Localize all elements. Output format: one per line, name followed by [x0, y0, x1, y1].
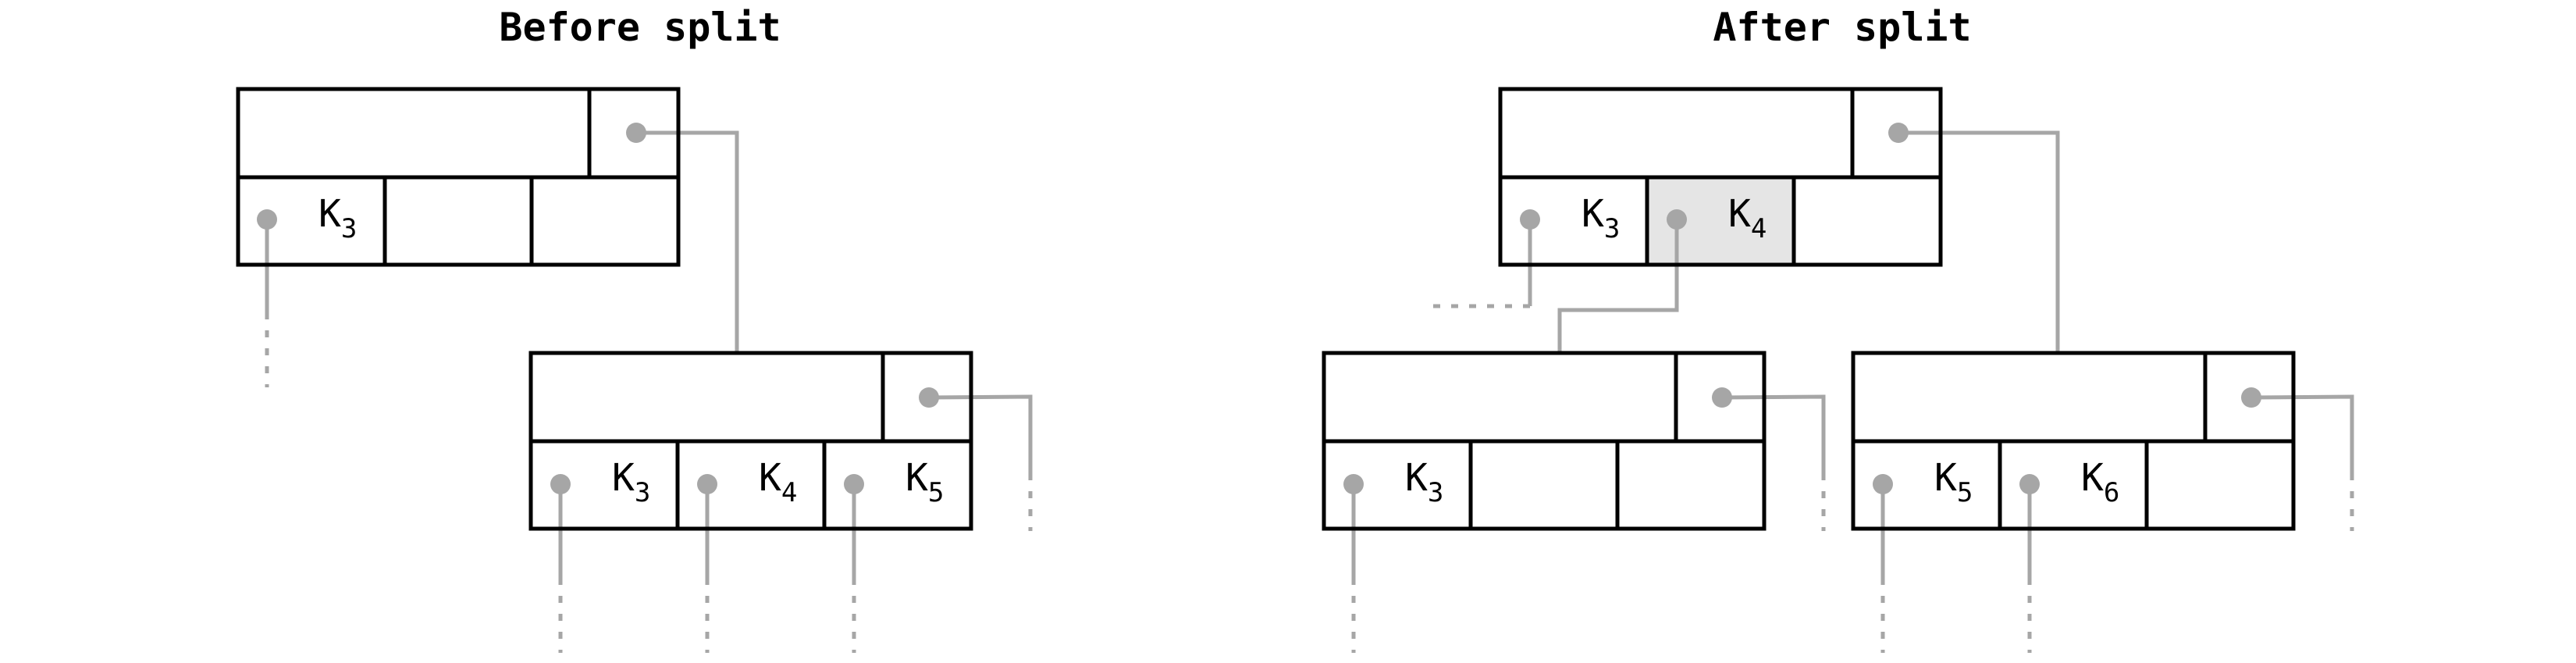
- pointer-dot: [844, 474, 864, 494]
- pointer-line-top-to-right-child: [1898, 130, 2060, 353]
- key-label: K3: [1582, 192, 1620, 244]
- key-label: K6: [2081, 456, 2119, 508]
- pointer-dot: [2241, 387, 2261, 408]
- pointer-dot: [1343, 474, 1364, 494]
- pointer-dot: [1873, 474, 1893, 494]
- pointer-dot: [550, 474, 571, 494]
- pointer-dot: [257, 209, 277, 230]
- pointer-dot: [1888, 123, 1909, 143]
- before-split-panel: K3 K3 K4 K5: [236, 87, 1033, 653]
- after-right-child-node: [1851, 351, 2296, 531]
- pointer-dot: [919, 387, 939, 408]
- pointer-dot: [697, 474, 717, 494]
- pointer-dot: [1520, 209, 1540, 230]
- before-top-node: [236, 87, 681, 267]
- pointer-dot: [1712, 387, 1732, 408]
- key-label: K3: [612, 456, 650, 508]
- pointer-line-child-sibling: [928, 394, 1033, 473]
- promoted-key-label: K4: [1728, 192, 1767, 244]
- key-label: K5: [906, 456, 944, 508]
- key-label: K5: [1934, 456, 1973, 508]
- pointer-line-right-child-sibling: [2250, 394, 2354, 473]
- pointer-dot: [2019, 474, 2040, 494]
- pointer-dot: [626, 123, 646, 143]
- key-label: K4: [759, 456, 797, 508]
- after-split-panel: K3 K4 K3 K5 K6: [1322, 87, 2354, 653]
- pointer-line-top-to-child: [636, 130, 739, 353]
- title-before-split: Before split: [499, 5, 781, 50]
- key-label: K3: [1405, 456, 1443, 508]
- after-top-node: [1498, 87, 1943, 267]
- pointer-dot: [1667, 209, 1687, 230]
- pointer-line-left-child-sibling: [1721, 394, 1826, 473]
- after-left-child-node: [1322, 351, 1767, 531]
- key-label: K3: [318, 192, 357, 244]
- before-child-node: [528, 351, 973, 531]
- title-after-split: After split: [1713, 5, 1971, 50]
